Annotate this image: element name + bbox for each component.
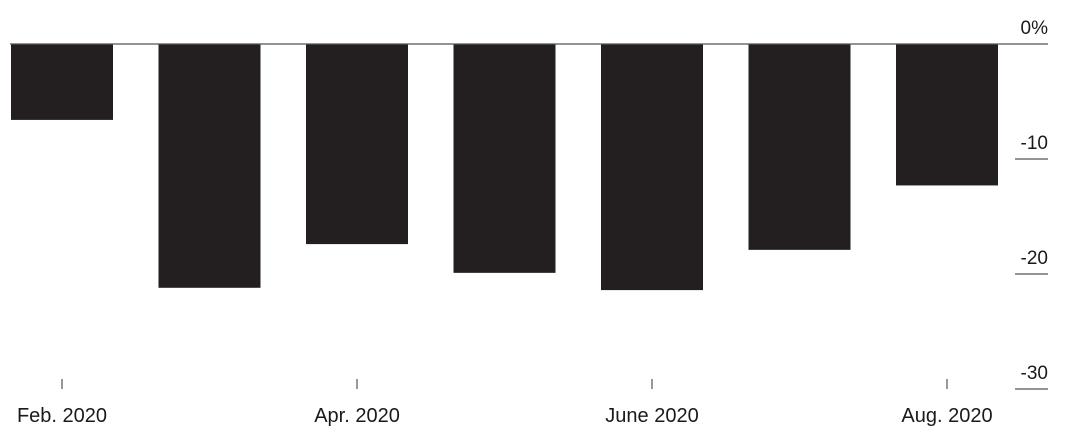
x-tick-label: Feb. 2020	[17, 405, 107, 427]
bar-4	[601, 44, 703, 291]
bar-2	[306, 44, 408, 245]
x-tick-label: June 2020	[605, 405, 698, 427]
x-axis: Feb. 2020 Apr. 2020 June 2020 Aug. 2020	[17, 379, 993, 427]
bar-1	[158, 44, 261, 288]
x-tick-label: Aug. 2020	[901, 405, 992, 427]
y-tick-label: -10	[1021, 133, 1048, 154]
bar-0	[11, 44, 113, 120]
y-axis: 0% -10 -20 -30	[1015, 18, 1049, 390]
y-tick-label: -20	[1021, 248, 1048, 269]
bar-5	[748, 44, 851, 250]
bar-3	[453, 44, 556, 273]
y-tick-label: -30	[1021, 363, 1048, 384]
x-tick-label: Apr. 2020	[314, 405, 400, 427]
bar-6	[896, 44, 998, 186]
y-tick-label: 0%	[1021, 18, 1049, 39]
bars-group	[11, 44, 998, 291]
